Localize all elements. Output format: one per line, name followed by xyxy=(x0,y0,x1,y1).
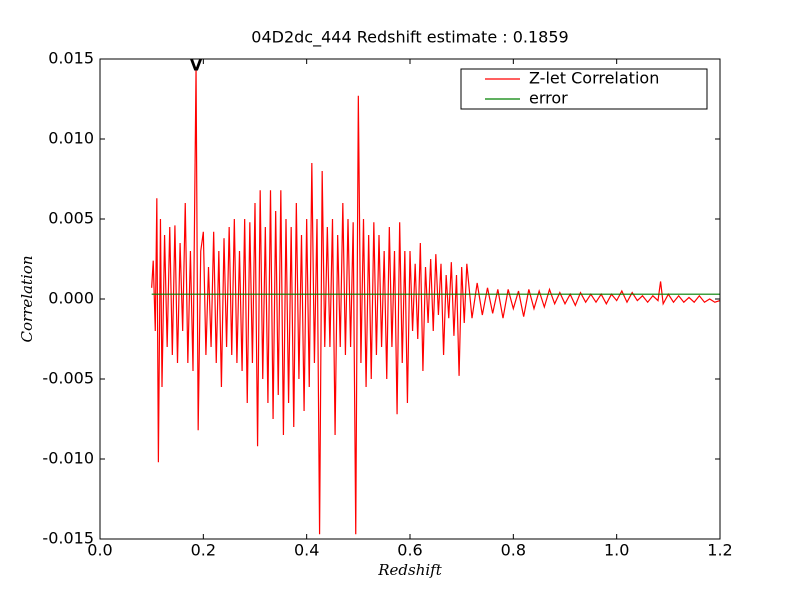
x-tick-label: 0.2 xyxy=(191,541,216,560)
x-tick-label: 1.2 xyxy=(707,541,732,560)
x-tick-label: 0.8 xyxy=(501,541,526,560)
chart-title: 04D2dc_444 Redshift estimate : 0.1859 xyxy=(251,28,568,48)
y-tick-label: -0.005 xyxy=(42,369,94,388)
x-tick-label: 1.0 xyxy=(604,541,629,560)
y-axis-label: Correlation xyxy=(18,256,36,343)
legend-label: Z-let Correlation xyxy=(529,69,659,88)
x-tick-label: 0.0 xyxy=(87,541,112,560)
series-line xyxy=(151,66,721,535)
y-tick-label: 0.005 xyxy=(48,209,94,228)
x-axis-label: Redshift xyxy=(377,561,442,579)
y-tick-label: -0.015 xyxy=(42,529,94,548)
x-tick-label: 0.6 xyxy=(397,541,422,560)
x-tick-label: 0.4 xyxy=(294,541,319,560)
legend-label: error xyxy=(529,89,568,108)
y-tick-label: 0.010 xyxy=(48,129,94,148)
legend-box xyxy=(460,68,708,110)
annotation: V xyxy=(190,56,203,75)
y-tick-label: 0.015 xyxy=(48,49,94,68)
y-tick-label: 0.000 xyxy=(48,289,94,308)
plot-frame xyxy=(99,58,721,540)
y-tick-label: -0.010 xyxy=(42,449,94,468)
